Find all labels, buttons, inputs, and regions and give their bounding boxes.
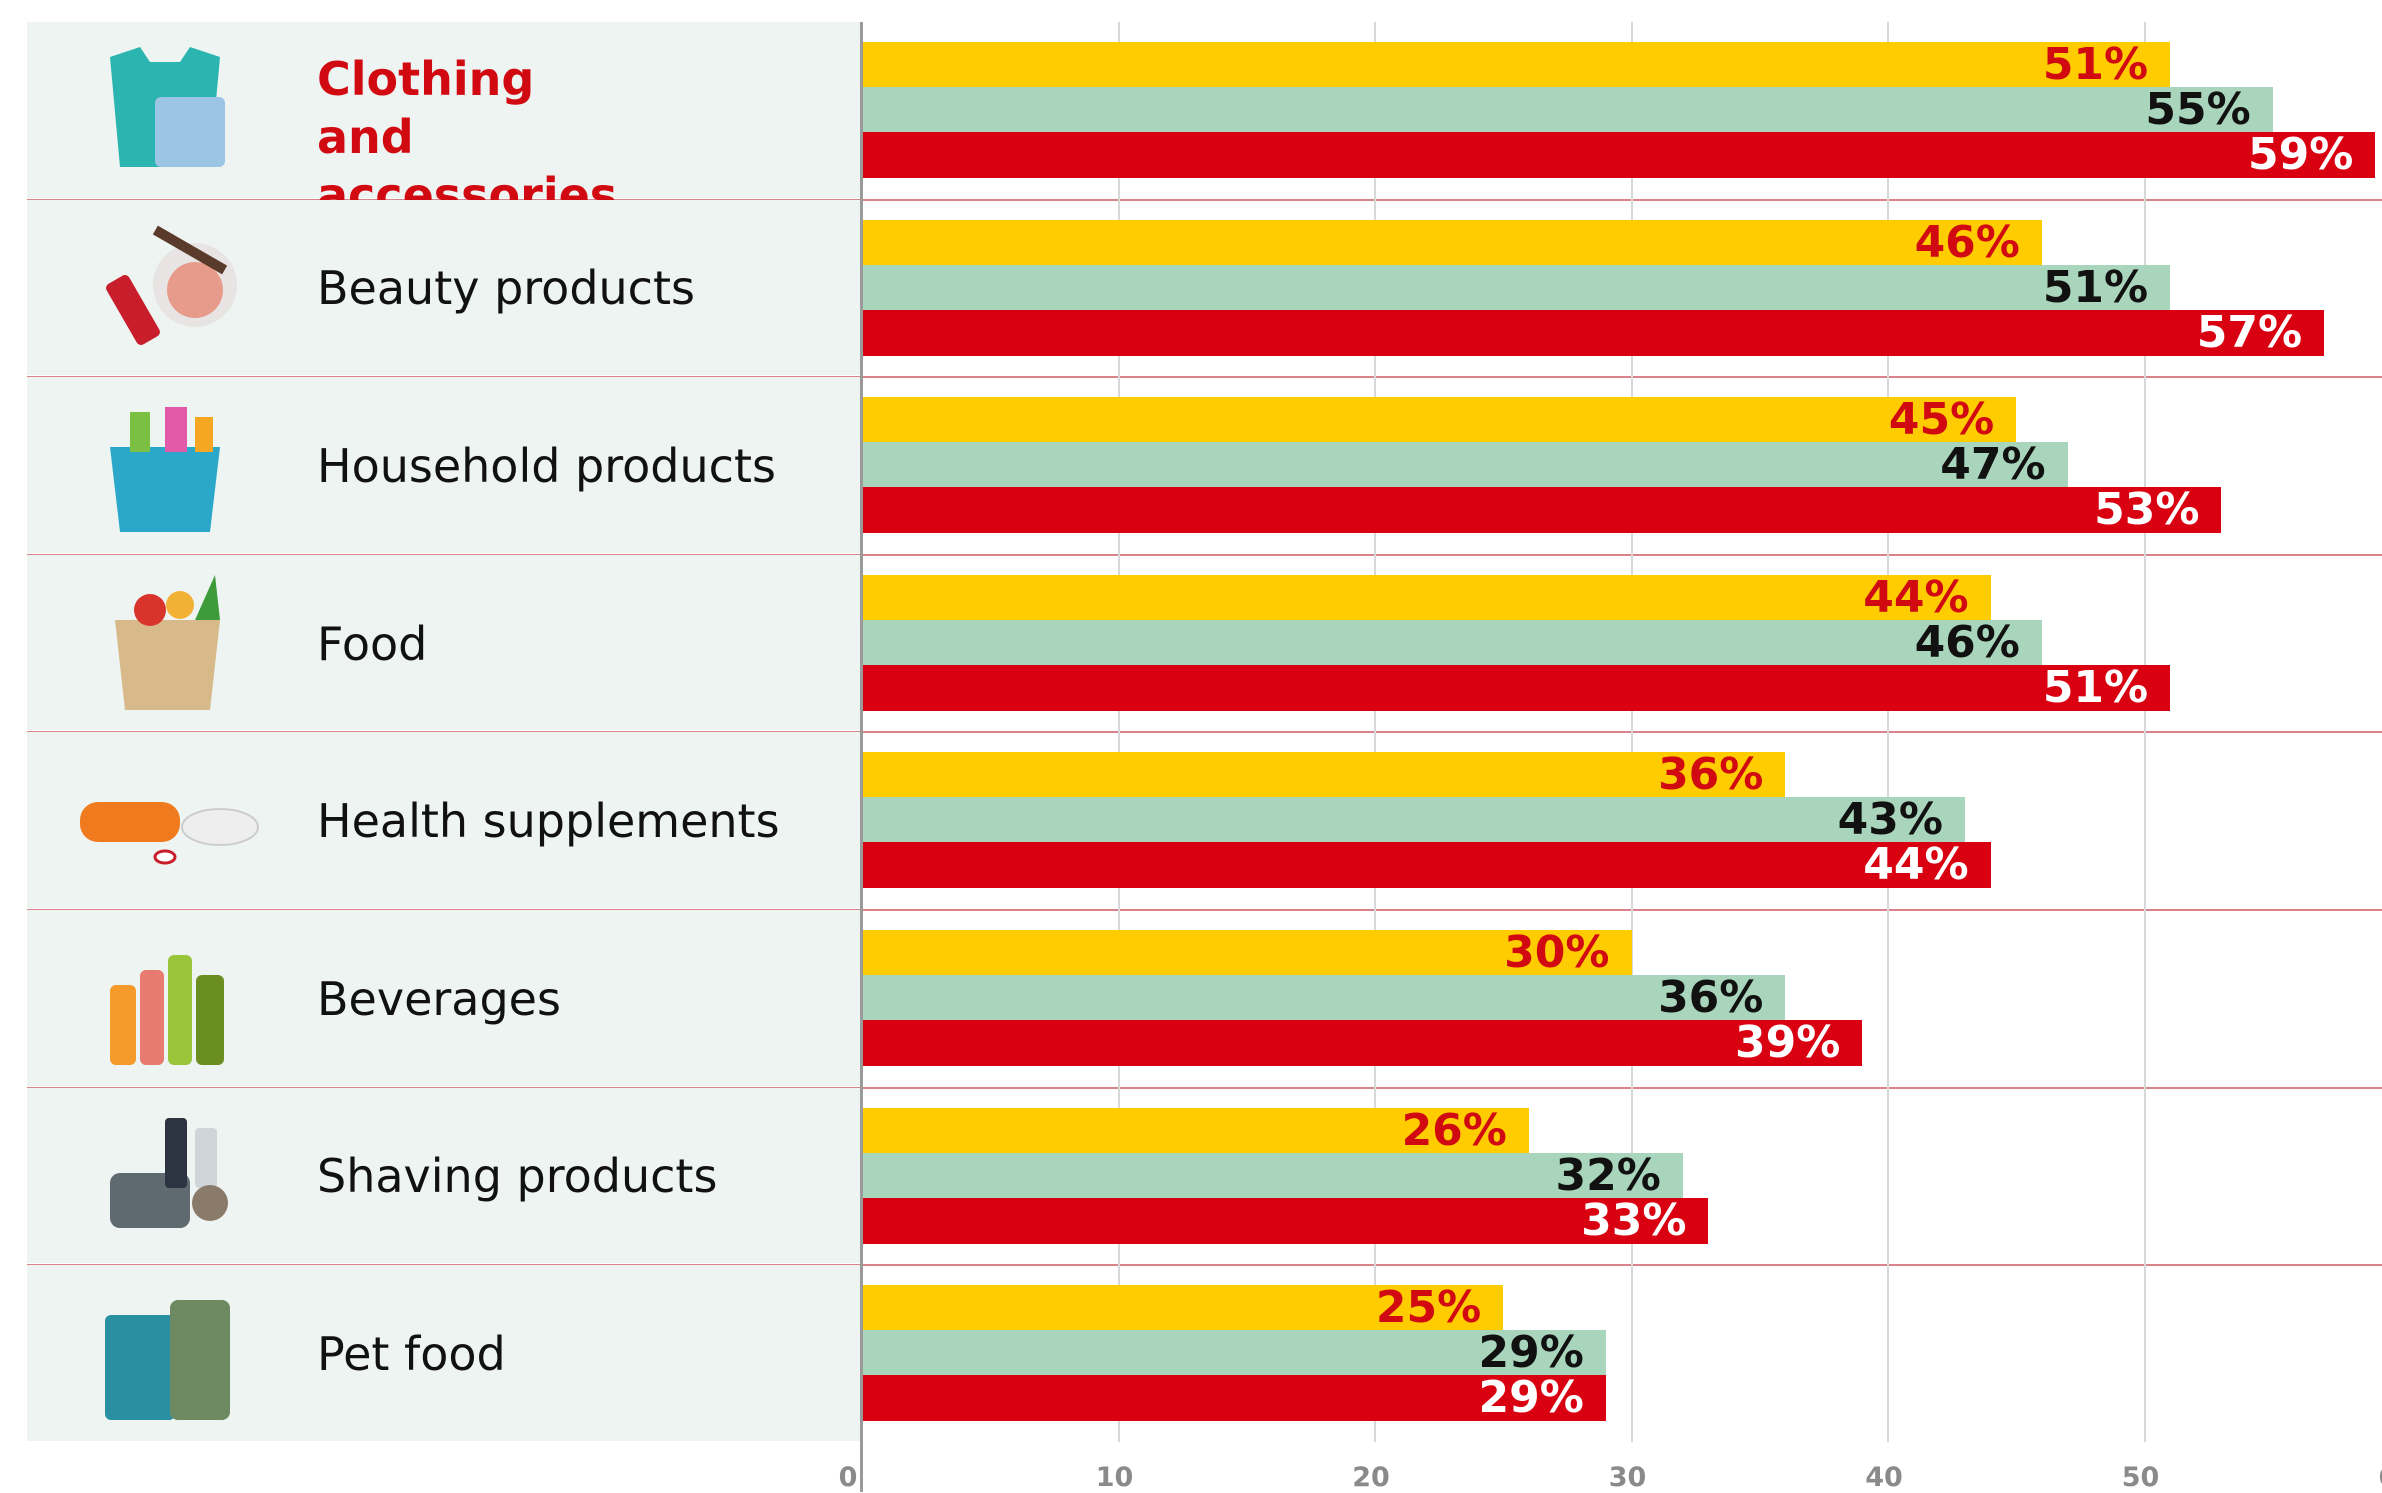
beverages-icon bbox=[70, 925, 260, 1075]
x-tick-label: 0 bbox=[838, 1462, 858, 1493]
beauty-icon bbox=[70, 215, 260, 365]
gridline bbox=[1887, 22, 1889, 1442]
row-separator bbox=[27, 198, 2382, 201]
x-tick-label: 40 bbox=[1865, 1462, 1903, 1493]
bar-value-label: 36% bbox=[1658, 972, 1764, 1023]
x-tick-label: 60 bbox=[2378, 1462, 2382, 1493]
x-tick-label: 10 bbox=[1095, 1462, 1134, 1493]
bar-series-3 bbox=[862, 309, 2325, 356]
category-label: Beverages bbox=[317, 971, 561, 1026]
row-separator bbox=[27, 731, 2382, 734]
bar-series-1 bbox=[862, 219, 2042, 266]
pet-food-icon-graphic bbox=[105, 1300, 230, 1421]
bar-value-label: 29% bbox=[1478, 1372, 1584, 1424]
bar-value-label: 51% bbox=[2042, 261, 2149, 313]
bar-value-label: 59% bbox=[2248, 129, 2354, 180]
beverages-icon-graphic bbox=[110, 955, 224, 1065]
category-label: Household products bbox=[317, 439, 776, 493]
category-row-background bbox=[27, 910, 861, 1086]
bar-value-label: 29% bbox=[1478, 1327, 1584, 1379]
row-separator bbox=[27, 376, 2382, 379]
supplements-icon-graphic bbox=[80, 802, 259, 865]
food-bag-icon-graphic bbox=[115, 574, 220, 710]
gridline bbox=[2143, 22, 2146, 1442]
bar-value-label: 57% bbox=[2196, 306, 2303, 358]
bar-series-1 bbox=[862, 1285, 1504, 1332]
beauty-icon-graphic bbox=[106, 225, 237, 345]
category-label: Food bbox=[317, 616, 428, 671]
bar-series-2 bbox=[862, 797, 1965, 844]
clothing-icon bbox=[70, 37, 260, 187]
bar-value-label: 46% bbox=[1914, 616, 2020, 668]
bar-value-label: 47% bbox=[1940, 439, 2046, 491]
bar-series-2 bbox=[862, 264, 2171, 311]
bar-series-3 bbox=[862, 132, 2376, 178]
bar-value-label: 53% bbox=[2094, 484, 2200, 536]
bar-series-3 bbox=[862, 1020, 1863, 1066]
bar-value-label: 39% bbox=[1735, 1017, 1841, 1068]
bar-series-3 bbox=[862, 664, 2171, 711]
row-separator bbox=[27, 1264, 2382, 1267]
bar-series-2 bbox=[862, 1330, 1606, 1377]
bar-series-1 bbox=[862, 574, 1991, 621]
category-label: Health supplements bbox=[317, 794, 780, 849]
bar-series-1 bbox=[862, 397, 2017, 444]
bar-series-1 bbox=[862, 930, 1632, 976]
household-icon bbox=[70, 392, 260, 542]
supplements-icon bbox=[70, 747, 260, 897]
category-label: Beauty products bbox=[317, 261, 695, 316]
bar-value-label: 33% bbox=[1581, 1194, 1687, 1246]
bar-series-3 bbox=[862, 487, 2222, 534]
bar-value-label: 30% bbox=[1504, 927, 1610, 978]
row-separator bbox=[27, 553, 2382, 556]
gridline bbox=[1374, 22, 1376, 1442]
bar-value-label: 51% bbox=[2042, 661, 2149, 713]
bar-series-1 bbox=[862, 1107, 1529, 1154]
bar-value-label: 32% bbox=[1555, 1149, 1661, 1201]
bar-series-2 bbox=[862, 1152, 1683, 1199]
shaving-icon bbox=[70, 1103, 260, 1253]
bar-series-2 bbox=[862, 442, 2068, 489]
bar-series-1 bbox=[862, 752, 1786, 799]
bar-series-3 bbox=[862, 1375, 1606, 1422]
row-separator bbox=[27, 909, 2382, 911]
bar-value-label: 44% bbox=[1863, 839, 1969, 891]
household-icon-graphic bbox=[110, 407, 220, 533]
pet-food-icon bbox=[70, 1280, 260, 1430]
food-bag-icon bbox=[70, 570, 260, 720]
x-tick-label: 50 bbox=[2121, 1462, 2160, 1493]
x-tick-label: 30 bbox=[1608, 1462, 1647, 1493]
bar-series-2 bbox=[862, 619, 2042, 666]
gridline bbox=[1117, 22, 1120, 1442]
bar-value-label: 45% bbox=[1888, 394, 1995, 446]
x-tick-label: 20 bbox=[1352, 1462, 1390, 1493]
bar-value-label: 55% bbox=[2145, 84, 2251, 135]
bar-series-2 bbox=[862, 87, 2273, 133]
bar-value-label: 25% bbox=[1375, 1282, 1482, 1334]
bar-series-3 bbox=[862, 842, 1991, 889]
category-label: Clothing and accessories bbox=[317, 52, 618, 222]
category-label: Pet food bbox=[317, 1327, 506, 1381]
bar-value-label: 36% bbox=[1658, 749, 1764, 801]
row-separator bbox=[27, 1086, 2382, 1089]
bar-value-label: 44% bbox=[1863, 571, 1969, 623]
y-axis-line bbox=[860, 22, 863, 1492]
bar-value-label: 51% bbox=[2042, 39, 2149, 90]
bar-series-2 bbox=[862, 975, 1786, 1021]
bar-value-label: 43% bbox=[1837, 794, 1943, 846]
clothing-icon-graphic bbox=[110, 47, 225, 167]
gridline bbox=[1630, 22, 1633, 1442]
shaving-icon-graphic bbox=[110, 1117, 228, 1228]
bar-series-1 bbox=[862, 42, 2171, 88]
bar-value-label: 26% bbox=[1401, 1104, 1507, 1156]
bar-series-3 bbox=[862, 1197, 1709, 1244]
category-label: Shaving products bbox=[317, 1149, 718, 1204]
bar-value-label: 46% bbox=[1914, 216, 2020, 268]
